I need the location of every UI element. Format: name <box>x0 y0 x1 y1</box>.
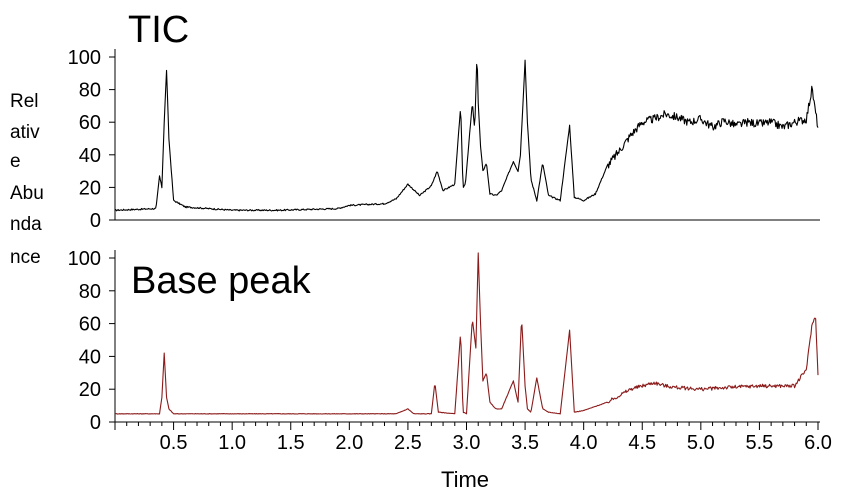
x-tick-label: 5.0 <box>687 432 715 454</box>
x-tick-label: 2.5 <box>394 432 422 454</box>
x-tick-label: 3.5 <box>511 432 539 454</box>
tic-panel: 100 80 60 40 20 0 TIC <box>68 9 820 232</box>
x-tick-label: 3.0 <box>453 432 481 454</box>
x-tick-label: 2.0 <box>335 432 363 454</box>
tic-y-tick-label: 20 <box>79 177 101 199</box>
base-peak-y-tick-label: 0 <box>90 412 101 434</box>
x-tick-label: 4.0 <box>570 432 598 454</box>
x-tick-label: 1.0 <box>218 432 246 454</box>
x-tick-label: 1.5 <box>277 432 305 454</box>
base-peak-y-tick-label: 60 <box>79 314 101 336</box>
tic-y-tick-label: 40 <box>79 145 101 167</box>
y-axis-label-line: Abu <box>10 183 44 204</box>
x-axis: 0.5 1.0 1.5 2.0 2.5 3.0 3.5 4.0 4.5 5.0 5.5 6.0 <box>114 421 832 454</box>
tic-y-tick-label: 0 <box>90 210 101 232</box>
y-axis-label: Rel ativ e Abu nda nce <box>10 91 44 268</box>
y-axis-label-line: e <box>10 151 21 172</box>
tic-y-tick-label: 100 <box>68 47 101 69</box>
x-tick-label: 5.5 <box>746 432 774 454</box>
y-axis-label-line: ativ <box>10 122 40 143</box>
base-peak-y-tick-label: 20 <box>79 379 101 401</box>
tic-trace <box>114 59 819 212</box>
y-axis-label-line: nda <box>10 214 42 235</box>
base-peak-panel: 100 80 60 40 20 0 Base peak <box>68 248 819 434</box>
x-tick-label: 6.0 <box>804 432 832 454</box>
tic-y-tick-label: 80 <box>79 80 101 102</box>
tic-y-tick-label: 60 <box>79 112 101 134</box>
x-tick-label: 4.5 <box>628 432 656 454</box>
base-peak-y-tick-label: 80 <box>79 281 101 303</box>
base-peak-trace <box>114 252 819 415</box>
y-axis-label-line: nce <box>10 247 41 268</box>
x-tick-label: 0.5 <box>160 432 188 454</box>
tic-title: TIC <box>128 9 189 51</box>
y-axis-label-line: Rel <box>10 91 39 112</box>
base-peak-y-tick-label: 40 <box>79 346 101 368</box>
x-axis-label: Time <box>441 467 489 492</box>
base-peak-y-tick-label: 100 <box>68 248 101 270</box>
base-peak-title: Base peak <box>131 260 312 302</box>
